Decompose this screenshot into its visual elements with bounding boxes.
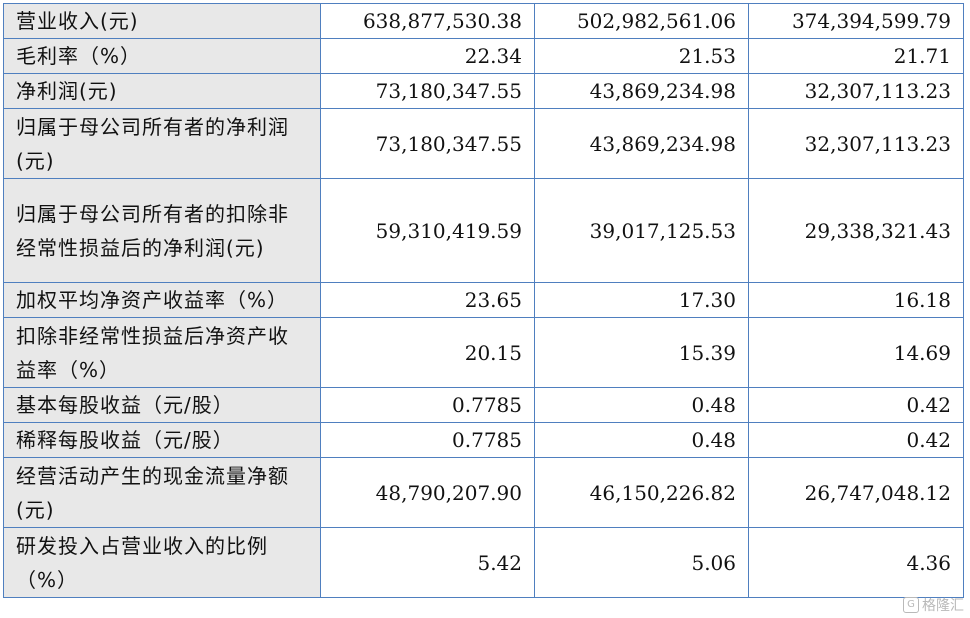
cell-value: 638,877,530.38 bbox=[320, 3, 535, 39]
cell-value: 23.65 bbox=[320, 282, 535, 318]
table-row: 经营活动产生的现金流量净额(元) 48,790,207.90 46,150,22… bbox=[3, 457, 964, 528]
cell-value: 0.7785 bbox=[320, 387, 535, 423]
table-row: 归属于母公司所有者的扣除非经常性损益后的净利润(元) 59,310,419.59… bbox=[3, 178, 964, 283]
cell-value: 43,869,234.98 bbox=[534, 108, 749, 179]
cell-value: 26,747,048.12 bbox=[748, 457, 964, 528]
table-row: 基本每股收益（元/股） 0.7785 0.48 0.42 bbox=[3, 387, 964, 423]
table-row: 扣除非经常性损益后净资产收益率（%） 20.15 15.39 14.69 bbox=[3, 317, 964, 388]
cell-value: 17.30 bbox=[534, 282, 749, 318]
cell-value: 15.39 bbox=[534, 317, 749, 388]
watermark-logo-icon: G bbox=[903, 597, 919, 613]
cell-value: 32,307,113.23 bbox=[748, 108, 964, 179]
row-label: 归属于母公司所有者的扣除非经常性损益后的净利润(元) bbox=[3, 178, 321, 283]
cell-value: 29,338,321.43 bbox=[748, 178, 964, 283]
cell-value: 5.42 bbox=[320, 527, 535, 598]
cell-value: 14.69 bbox=[748, 317, 964, 388]
cell-value: 5.06 bbox=[534, 527, 749, 598]
cell-value: 46,150,226.82 bbox=[534, 457, 749, 528]
row-label: 基本每股收益（元/股） bbox=[3, 387, 321, 423]
row-label: 经营活动产生的现金流量净额(元) bbox=[3, 457, 321, 528]
table-row: 稀释每股收益（元/股） 0.7785 0.48 0.42 bbox=[3, 422, 964, 458]
row-label: 毛利率（%） bbox=[3, 38, 321, 74]
cell-value: 73,180,347.55 bbox=[320, 73, 535, 109]
cell-value: 0.42 bbox=[748, 422, 964, 458]
cell-value: 0.48 bbox=[534, 422, 749, 458]
cell-value: 73,180,347.55 bbox=[320, 108, 535, 179]
row-label: 加权平均净资产收益率（%） bbox=[3, 282, 321, 318]
cell-value: 16.18 bbox=[748, 282, 964, 318]
table-row: 毛利率（%） 22.34 21.53 21.71 bbox=[3, 38, 964, 74]
cell-value: 22.34 bbox=[320, 38, 535, 74]
table-row: 营业收入(元) 638,877,530.38 502,982,561.06 37… bbox=[3, 3, 964, 39]
watermark: G 格隆汇 bbox=[903, 595, 964, 615]
table-row: 净利润(元) 73,180,347.55 43,869,234.98 32,30… bbox=[3, 73, 964, 109]
table-row: 研发投入占营业收入的比例（%） 5.42 5.06 4.36 bbox=[3, 527, 964, 598]
cell-value: 4.36 bbox=[748, 527, 964, 598]
cell-value: 502,982,561.06 bbox=[534, 3, 749, 39]
cell-value: 0.42 bbox=[748, 387, 964, 423]
row-label: 扣除非经常性损益后净资产收益率（%） bbox=[3, 317, 321, 388]
cell-value: 21.71 bbox=[748, 38, 964, 74]
cell-value: 0.7785 bbox=[320, 422, 535, 458]
table-row: 归属于母公司所有者的净利润(元) 73,180,347.55 43,869,23… bbox=[3, 108, 964, 179]
cell-value: 21.53 bbox=[534, 38, 749, 74]
cell-value: 0.48 bbox=[534, 387, 749, 423]
financial-table: 营业收入(元) 638,877,530.38 502,982,561.06 37… bbox=[3, 3, 964, 598]
cell-value: 374,394,599.79 bbox=[748, 3, 964, 39]
cell-value: 59,310,419.59 bbox=[320, 178, 535, 283]
row-label: 稀释每股收益（元/股） bbox=[3, 422, 321, 458]
row-label: 净利润(元) bbox=[3, 73, 321, 109]
table-row: 加权平均净资产收益率（%） 23.65 17.30 16.18 bbox=[3, 282, 964, 318]
watermark-text: 格隆汇 bbox=[922, 598, 964, 614]
row-label: 归属于母公司所有者的净利润(元) bbox=[3, 108, 321, 179]
cell-value: 48,790,207.90 bbox=[320, 457, 535, 528]
cell-value: 32,307,113.23 bbox=[748, 73, 964, 109]
row-label: 研发投入占营业收入的比例（%） bbox=[3, 527, 321, 598]
cell-value: 43,869,234.98 bbox=[534, 73, 749, 109]
row-label: 营业收入(元) bbox=[3, 3, 321, 39]
cell-value: 20.15 bbox=[320, 317, 535, 388]
cell-value: 39,017,125.53 bbox=[534, 178, 749, 283]
